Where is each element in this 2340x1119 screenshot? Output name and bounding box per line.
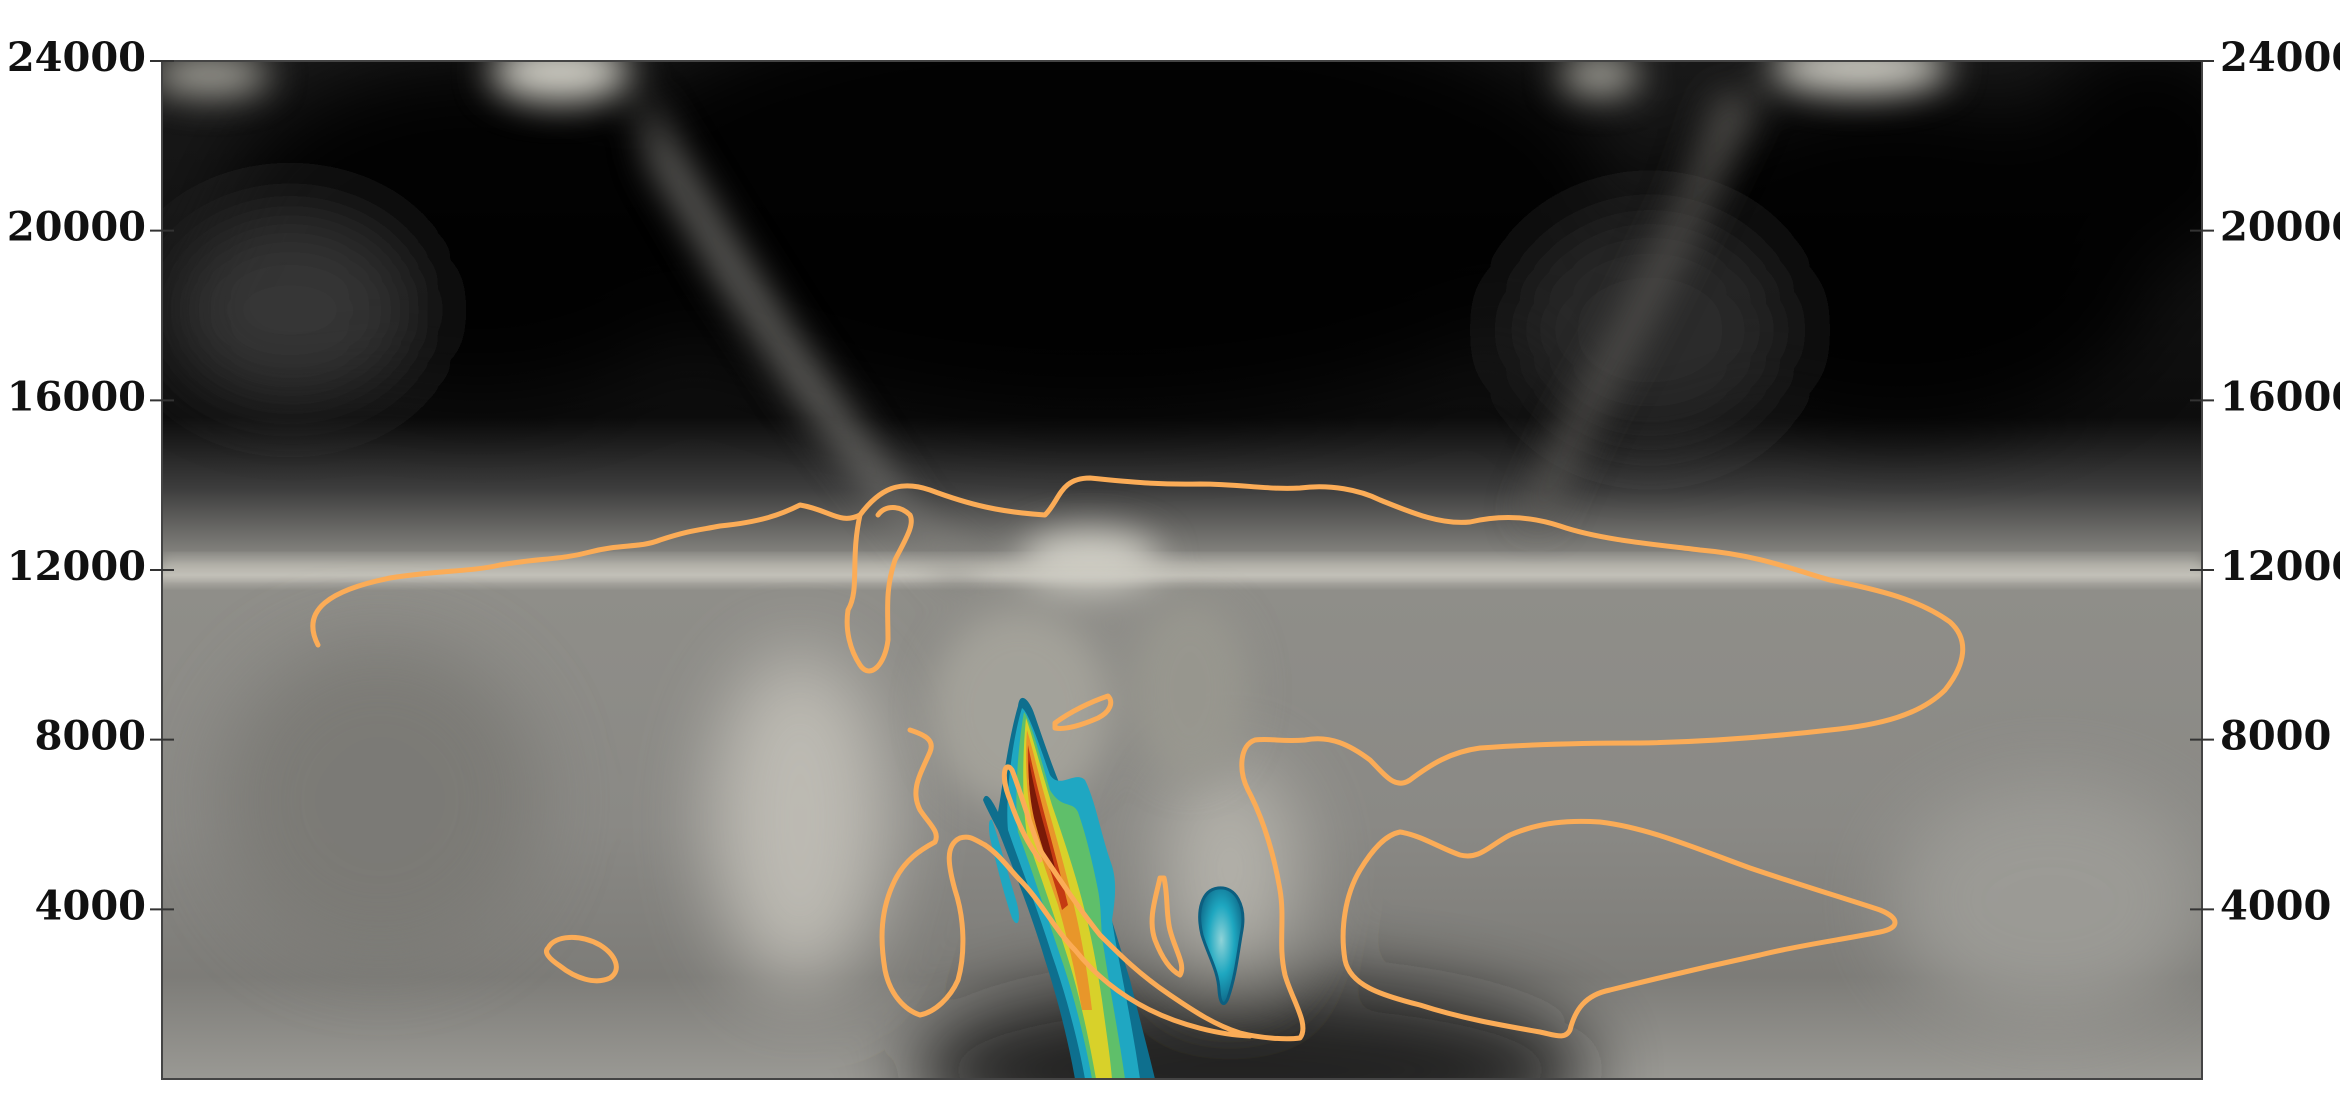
y-tick-label-right: 4000 (2220, 882, 2331, 929)
left-column-contour (879, 727, 988, 1018)
y-tick-label-left: 4000 (35, 882, 146, 929)
y-tick-label-right: 16000 (2220, 373, 2340, 420)
plume-side-blob (988, 819, 1019, 924)
right-lobe-contour (1340, 818, 1898, 1039)
plume-band-5 (1027, 745, 1068, 910)
isolated-blob (1198, 886, 1245, 1006)
background-field (162, 61, 2202, 1079)
y-axis-right: 4000 8000 12000 16000 20000 24000 (2190, 34, 2340, 929)
small-thin-contour (1149, 875, 1185, 978)
left-lobe-contour (844, 505, 914, 674)
y-tick-label-right: 8000 (2220, 713, 2331, 760)
y-tick-label-left: 24000 (7, 34, 146, 81)
line-contours (310, 475, 1966, 1042)
inner-column-contour (982, 842, 1253, 1039)
y-axis-left: 4000 8000 12000 16000 20000 24000 (7, 34, 174, 929)
y-tick-label-right: 20000 (2220, 204, 2340, 251)
left-small-contour (544, 935, 619, 984)
small-upper-contour (1052, 693, 1114, 731)
y-tick-label-right: 24000 (2220, 34, 2340, 81)
y-tick-label-left: 20000 (7, 204, 146, 251)
y-tick-label-left: 8000 (35, 713, 146, 760)
plume-core (1028, 760, 1055, 870)
y-tick-label-right: 12000 (2220, 543, 2340, 590)
y-tick-label-left: 16000 (7, 373, 146, 420)
anvil-contour (310, 475, 1966, 1042)
y-tick-label-left: 12000 (7, 543, 146, 590)
